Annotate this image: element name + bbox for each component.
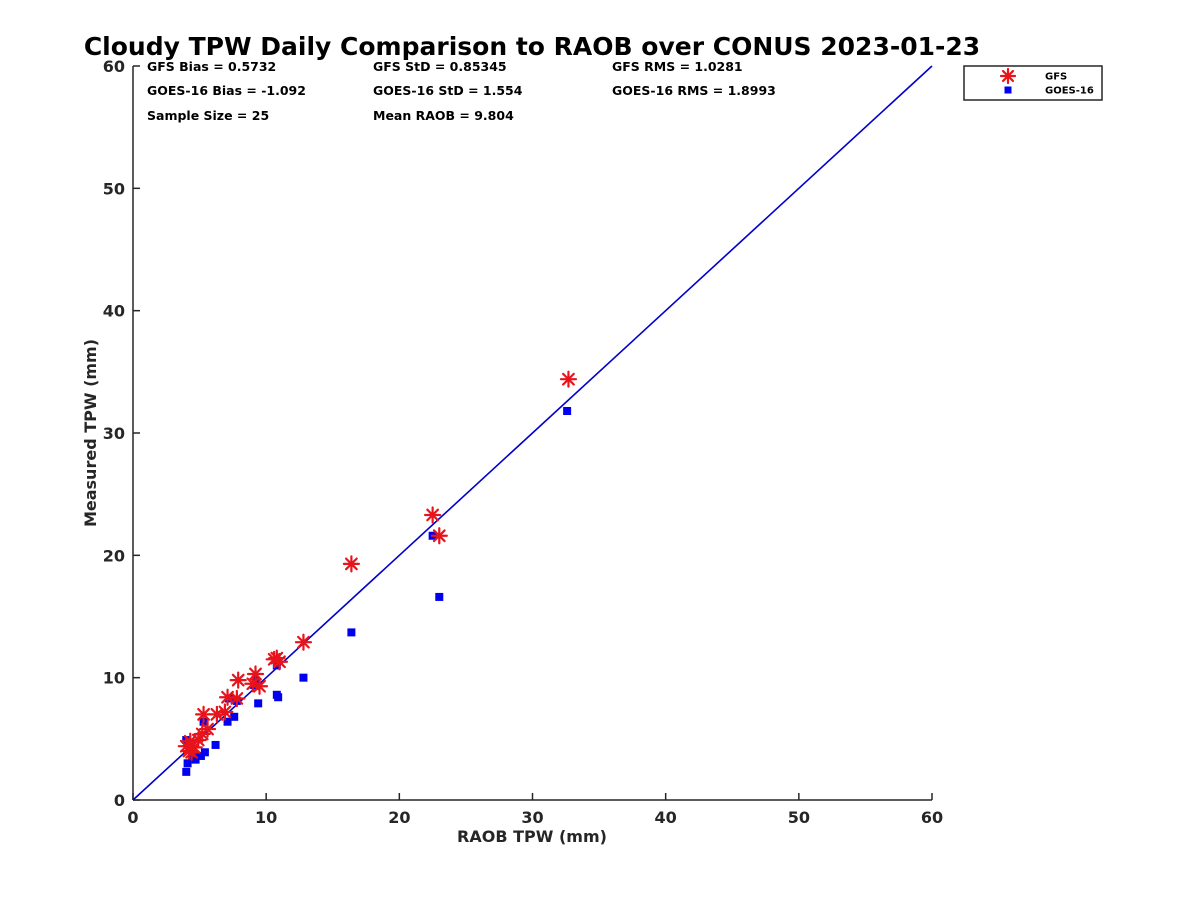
x-tick-label: 60 (921, 808, 943, 827)
y-tick-label: 20 (103, 546, 125, 565)
x-tick-label: 10 (255, 808, 277, 827)
goes16-point (223, 717, 232, 726)
goes16-point (435, 592, 444, 601)
goes16-point (347, 628, 356, 637)
y-tick-label: 10 (103, 669, 125, 688)
legend-label-goes-16: GOES-16 (1045, 86, 1094, 97)
data-series (177, 370, 578, 776)
goes16-point (563, 406, 572, 415)
goes16-point (200, 748, 209, 757)
gfs-point (229, 671, 247, 689)
x-tick-label: 50 (788, 808, 810, 827)
stat-annotation: GFS Bias = 0.5732 (147, 59, 276, 74)
axis-ticks: 0 10 20 30 40 50 60 0 10 20 30 40 50 60 (103, 57, 943, 827)
gfs-point (424, 506, 442, 524)
stats-annotations: GFS Bias = 0.5732 GFS StD = 0.85345 GFS RM… (147, 59, 776, 123)
one-to-one-line (132, 65, 933, 801)
y-tick-label: 60 (103, 57, 125, 76)
legend-label-gfs: GFS (1045, 72, 1067, 83)
series-gfs (177, 370, 578, 761)
gfs-point (218, 688, 237, 706)
x-tick-label: 40 (655, 808, 677, 827)
legend-marker-gfs (999, 67, 1017, 85)
gfs-point (216, 703, 234, 721)
gfs-point (294, 633, 313, 651)
y-tick-label: 50 (103, 179, 125, 198)
chart-title: Cloudy TPW Daily Comparison to RAOB over… (84, 32, 980, 61)
stat-annotation: GOES-16 Bias = -1.092 (147, 83, 306, 98)
x-tick-label: 20 (388, 808, 410, 827)
y-axis-label: Measured TPW (mm) (81, 339, 100, 527)
gfs-point (182, 743, 201, 761)
gfs-point (198, 720, 217, 738)
legend-box (963, 65, 1103, 101)
gfs-point (246, 665, 265, 683)
stat-annotation: GFS StD = 0.85345 (373, 59, 507, 74)
legend: GFS GOES-16 (963, 65, 1103, 101)
y-tick-label: 0 (114, 791, 125, 810)
goes16-point (274, 693, 283, 702)
stat-annotation: Sample Size = 25 (147, 108, 269, 123)
stat-annotation: Mean RAOB = 9.804 (373, 108, 514, 123)
x-axis-label: RAOB TPW (mm) (457, 827, 607, 846)
goes16-point (183, 759, 192, 768)
stat-annotation: GOES-16 StD = 1.554 (373, 83, 523, 98)
x-tick-label: 0 (127, 808, 138, 827)
gfs-point (244, 675, 262, 693)
stat-annotation: GFS RMS = 1.0281 (612, 59, 743, 74)
goes16-point (230, 712, 239, 721)
goes16-point (191, 755, 200, 764)
gfs-point (228, 689, 246, 708)
x-tick-label: 30 (521, 808, 543, 827)
legend-marker-goes-16 (1004, 86, 1012, 94)
gfs-point (342, 555, 360, 573)
gfs-point (265, 650, 283, 668)
stat-annotation: GOES-16 RMS = 1.8993 (612, 83, 776, 98)
gfs-point (430, 527, 448, 545)
goes16-point (211, 740, 220, 749)
y-tick-label: 40 (103, 302, 125, 321)
goes16-point (182, 767, 191, 776)
goes16-point (299, 673, 308, 682)
goes16-point (254, 699, 263, 708)
y-tick-label: 30 (103, 424, 125, 443)
gfs-point (559, 370, 578, 388)
